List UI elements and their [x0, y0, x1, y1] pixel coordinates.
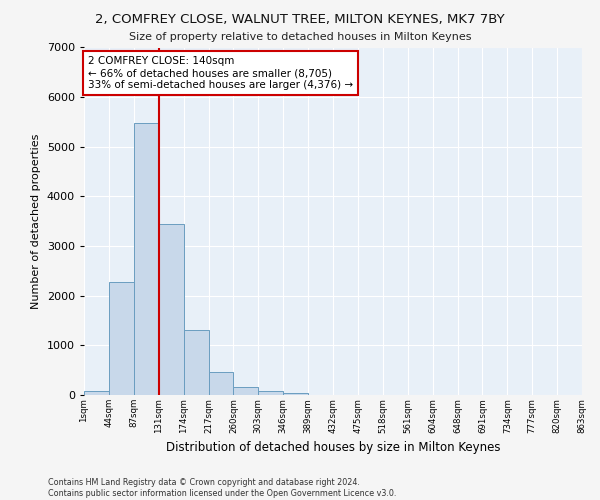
Bar	[283, 392, 308, 395]
Bar	[233, 388, 259, 395]
Y-axis label: Number of detached properties: Number of detached properties	[31, 134, 41, 309]
X-axis label: Distribution of detached houses by size in Milton Keynes: Distribution of detached houses by size …	[166, 441, 500, 454]
Text: Size of property relative to detached houses in Milton Keynes: Size of property relative to detached ho…	[129, 32, 471, 42]
Bar	[134, 123, 159, 395]
Bar	[159, 224, 184, 395]
Text: 2 COMFREY CLOSE: 140sqm
← 66% of detached houses are smaller (8,705)
33% of semi: 2 COMFREY CLOSE: 140sqm ← 66% of detache…	[88, 56, 353, 90]
Text: 2, COMFREY CLOSE, WALNUT TREE, MILTON KEYNES, MK7 7BY: 2, COMFREY CLOSE, WALNUT TREE, MILTON KE…	[95, 12, 505, 26]
Bar	[209, 372, 233, 395]
Bar	[84, 392, 109, 395]
Bar	[259, 391, 283, 395]
Text: Contains HM Land Registry data © Crown copyright and database right 2024.
Contai: Contains HM Land Registry data © Crown c…	[48, 478, 397, 498]
Bar	[184, 330, 209, 395]
Bar	[109, 282, 134, 395]
